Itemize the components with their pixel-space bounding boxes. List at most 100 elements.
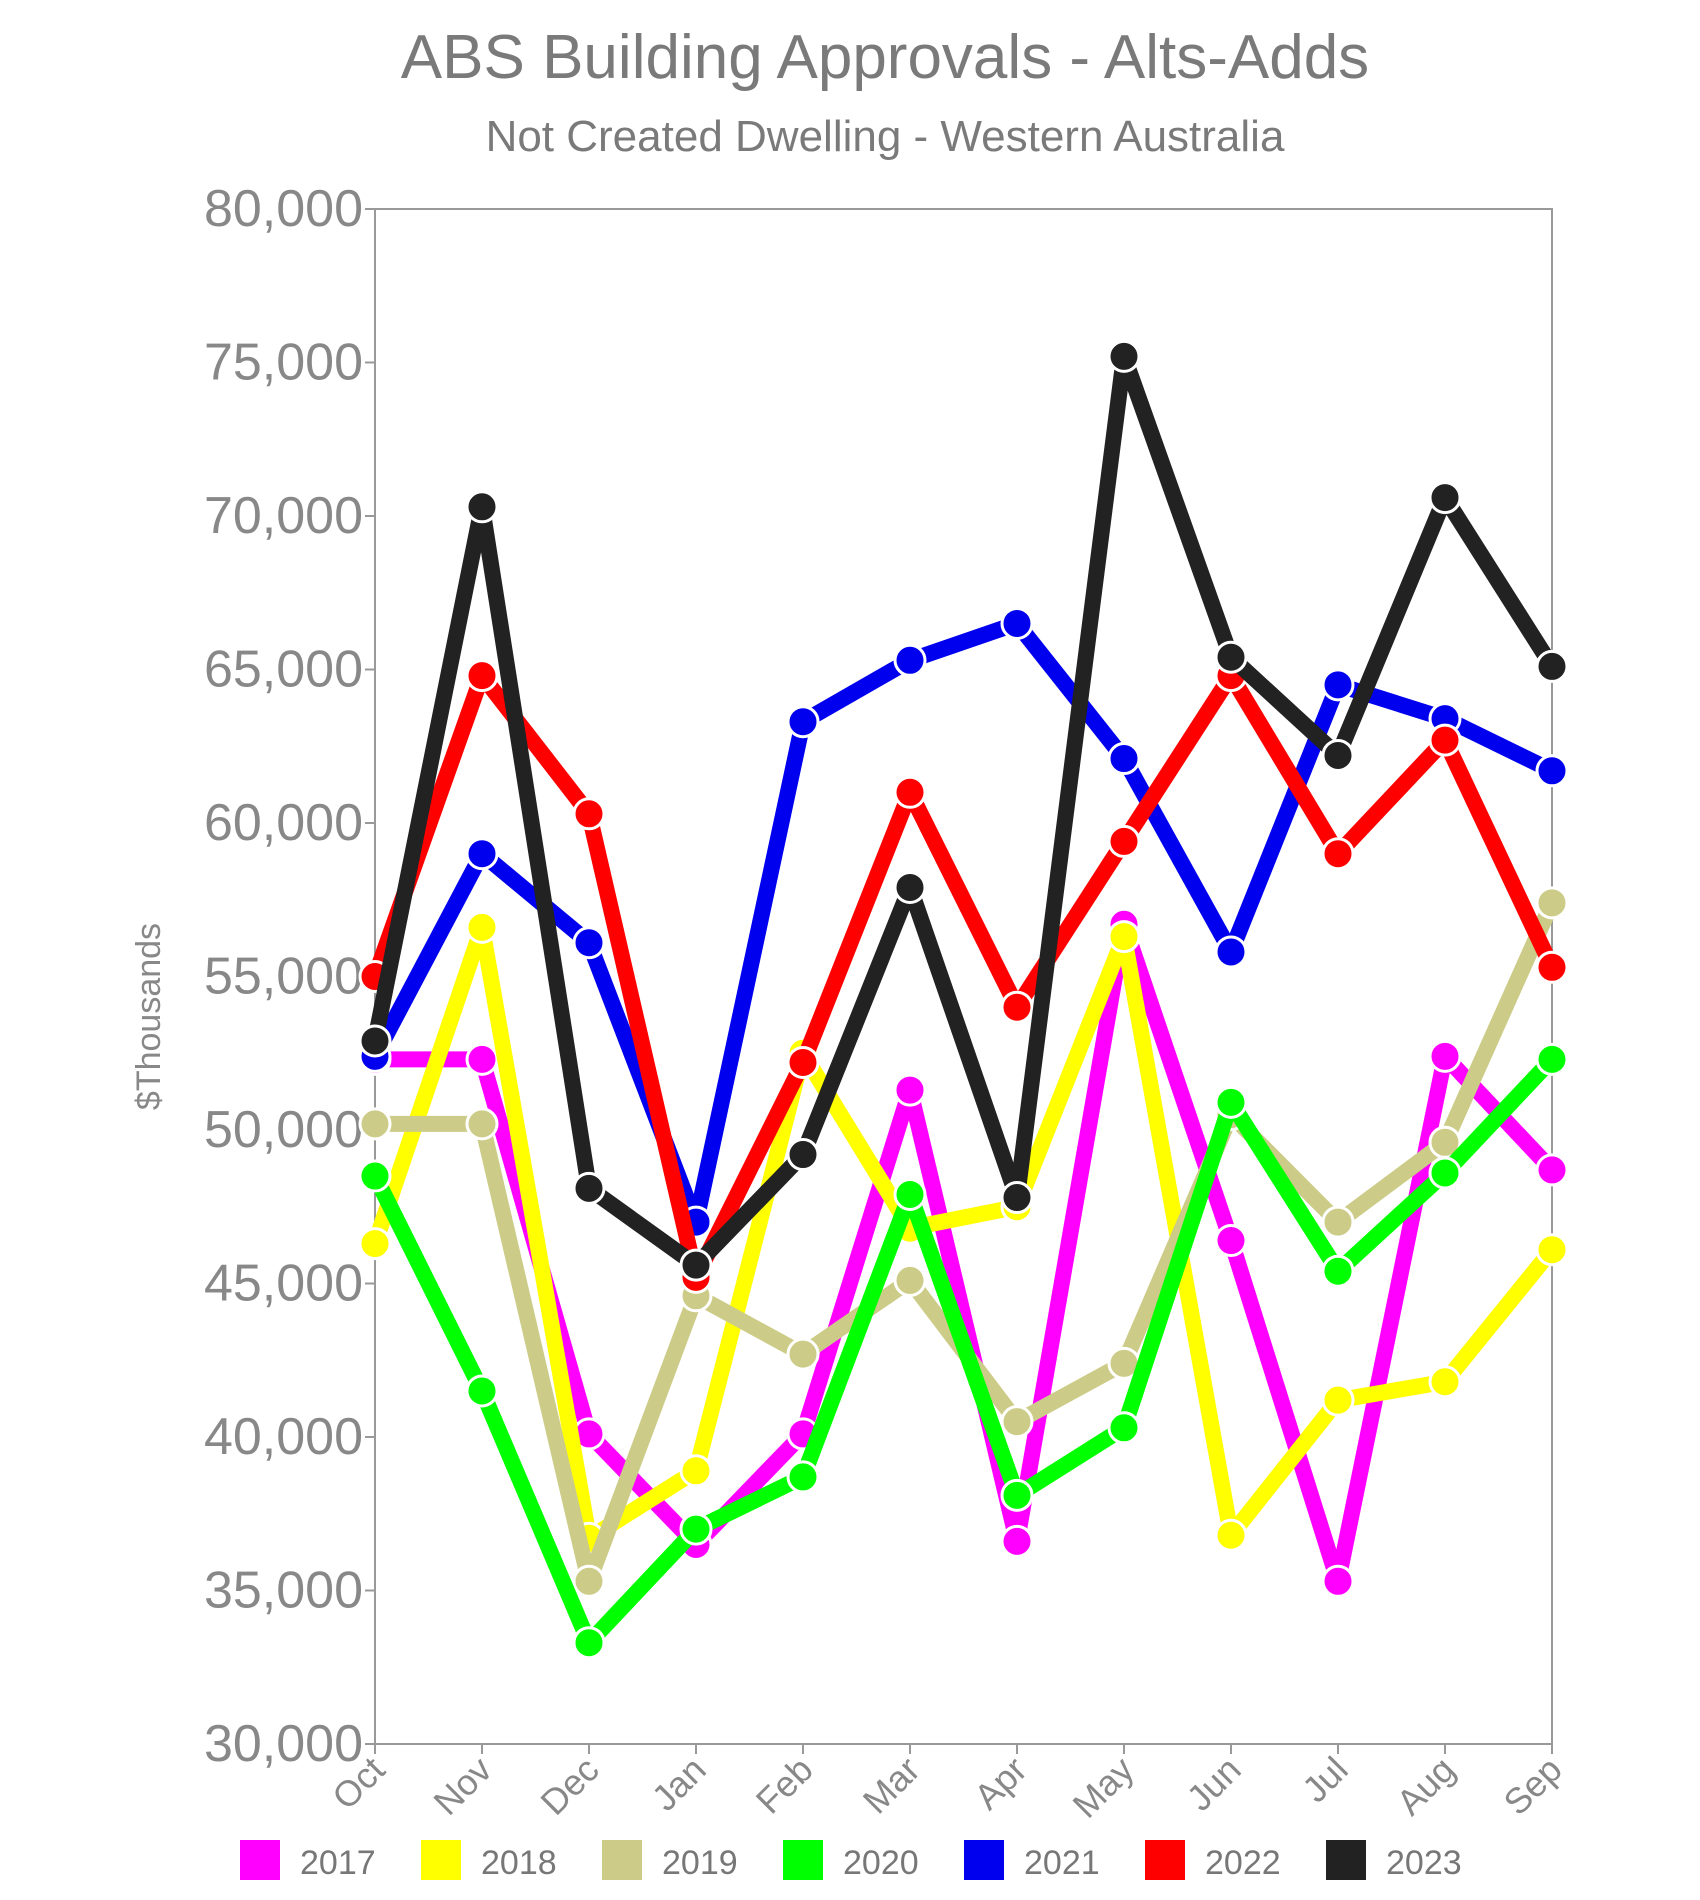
- legend-label: 2017: [300, 1844, 376, 1882]
- data-point: [572, 1626, 606, 1660]
- data-point: [358, 1159, 392, 1193]
- data-point: [1321, 738, 1355, 772]
- data-point: [358, 1024, 392, 1058]
- data-point: [1000, 1181, 1034, 1215]
- data-point: [1214, 1085, 1248, 1119]
- x-tick-label: Dec: [532, 1749, 606, 1823]
- y-tick-label: 50,000: [204, 1101, 363, 1159]
- series-line: [367, 1051, 1560, 1651]
- data-point: [1428, 481, 1462, 515]
- x-tick-label: Jan: [644, 1749, 714, 1819]
- data-point: [1000, 1478, 1034, 1512]
- legend-swatch: [783, 1840, 823, 1880]
- y-tick-label: 60,000: [204, 794, 363, 852]
- data-point: [465, 837, 499, 871]
- data-point: [465, 1374, 499, 1408]
- x-tick-label: Aug: [1388, 1749, 1462, 1823]
- series-line: [367, 667, 1560, 1286]
- legend-label: 2020: [843, 1844, 919, 1882]
- data-point: [465, 1042, 499, 1076]
- data-point: [1107, 1411, 1141, 1445]
- data-point: [1107, 824, 1141, 858]
- series-2022: [358, 659, 1569, 1294]
- legend-swatch: [1145, 1840, 1185, 1880]
- series-2020: [358, 1042, 1569, 1660]
- legend-swatch: [964, 1840, 1004, 1880]
- x-tick-label: Mar: [855, 1749, 928, 1822]
- data-point: [893, 775, 927, 809]
- data-point: [1214, 1224, 1248, 1258]
- legend-swatch: [421, 1840, 461, 1880]
- data-point: [1321, 1205, 1355, 1239]
- y-tick-label: 40,000: [204, 1408, 363, 1466]
- series-2017: [358, 907, 1569, 1598]
- data-point: [465, 910, 499, 944]
- y-tick-label: 30,000: [204, 1715, 363, 1773]
- data-point: [679, 1248, 713, 1282]
- data-point: [1535, 649, 1569, 683]
- data-point: [1535, 1233, 1569, 1267]
- data-point: [1214, 640, 1248, 674]
- legend-swatch: [602, 1840, 642, 1880]
- data-point: [786, 1045, 820, 1079]
- data-point: [893, 1263, 927, 1297]
- x-tick-label: Feb: [748, 1749, 821, 1822]
- data-point: [679, 1454, 713, 1488]
- data-point: [1428, 723, 1462, 757]
- x-tick-label: Jul: [1294, 1749, 1356, 1811]
- data-point: [1107, 742, 1141, 776]
- y-tick-label: 35,000: [204, 1562, 363, 1620]
- data-point: [572, 1564, 606, 1598]
- data-point: [893, 870, 927, 904]
- data-point: [572, 797, 606, 831]
- data-point: [465, 659, 499, 693]
- data-point: [786, 1337, 820, 1371]
- y-tick-label: 75,000: [204, 334, 363, 392]
- chart-subtitle: Not Created Dwelling - Western Australia: [485, 112, 1285, 161]
- x-tick-label: Nov: [425, 1749, 499, 1823]
- legend-swatch: [240, 1840, 280, 1880]
- legend-swatch: [1326, 1840, 1366, 1880]
- data-point: [1428, 1039, 1462, 1073]
- data-point: [1107, 339, 1141, 373]
- data-point: [1214, 935, 1248, 969]
- data-point: [893, 1177, 927, 1211]
- y-tick-label: 65,000: [204, 641, 363, 699]
- data-point: [465, 490, 499, 524]
- x-tick-label: May: [1065, 1749, 1142, 1826]
- data-point: [1214, 1518, 1248, 1552]
- data-point: [358, 1107, 392, 1141]
- y-tick-label: 45,000: [204, 1255, 363, 1313]
- legend-label: 2023: [1386, 1844, 1462, 1882]
- series-line: [367, 348, 1560, 1274]
- y-tick-label: 80,000: [204, 180, 363, 238]
- series-line: [367, 916, 1560, 1590]
- legend-label: 2018: [481, 1844, 557, 1882]
- data-point: [1321, 837, 1355, 871]
- data-point: [572, 1171, 606, 1205]
- legend-label: 2019: [662, 1844, 738, 1882]
- data-point: [1321, 1564, 1355, 1598]
- data-point: [786, 1138, 820, 1172]
- data-point: [786, 1460, 820, 1494]
- data-point: [1535, 950, 1569, 984]
- data-point: [1321, 1383, 1355, 1417]
- y-axis-label: $Thousands: [130, 923, 168, 1110]
- data-point: [1000, 990, 1034, 1024]
- data-point: [1321, 1254, 1355, 1288]
- data-point: [679, 1512, 713, 1546]
- x-tick-label: Jun: [1179, 1749, 1249, 1819]
- data-point: [572, 926, 606, 960]
- data-point: [1000, 606, 1034, 640]
- data-point: [786, 705, 820, 739]
- x-tick-label: Sep: [1495, 1749, 1569, 1823]
- data-point: [893, 643, 927, 677]
- y-tick-label: 55,000: [204, 948, 363, 1006]
- data-point: [1535, 1042, 1569, 1076]
- legend-label: 2021: [1024, 1844, 1100, 1882]
- data-point: [1428, 1365, 1462, 1399]
- data-point: [1321, 668, 1355, 702]
- data-point: [1535, 754, 1569, 788]
